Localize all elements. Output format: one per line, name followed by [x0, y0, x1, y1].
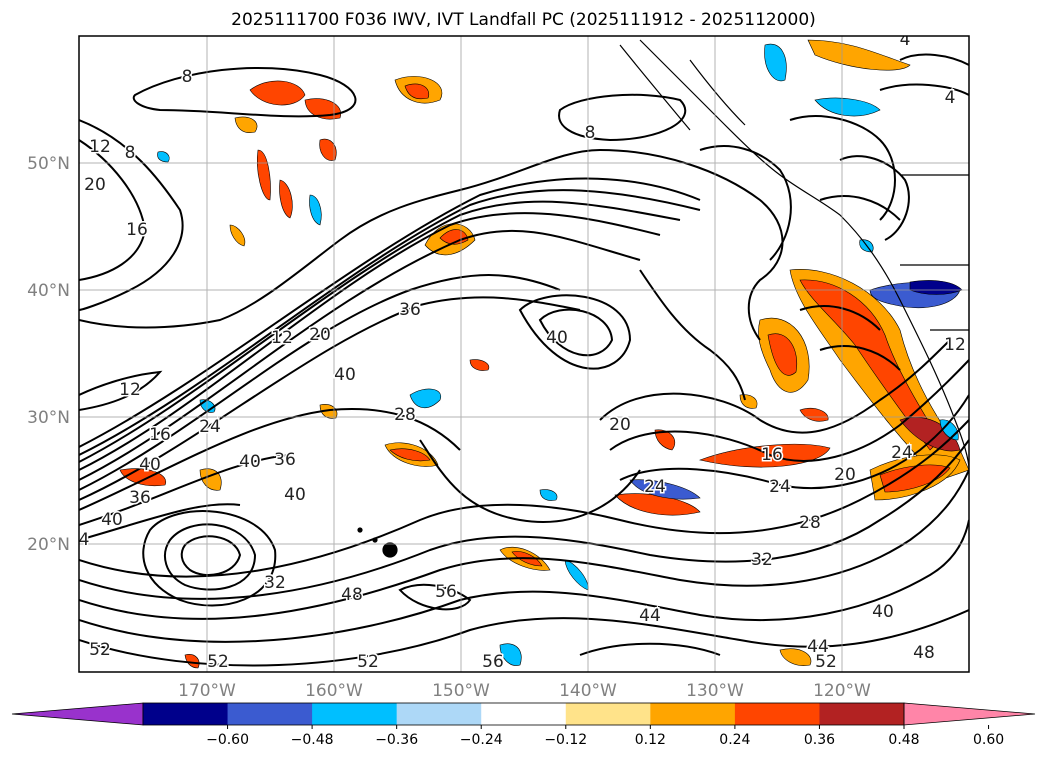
colorbar-tick-label: 0.12 [635, 732, 666, 748]
lon-label: 130°W [686, 681, 744, 701]
lon-label: 120°W [813, 681, 871, 701]
colorbar-extend-max [903, 702, 1036, 726]
lat-axis-labels: 50°N 40°N 30°N 20°N [27, 154, 70, 555]
colorbar-tick-label: −0.12 [544, 732, 587, 748]
contour-label: 8 [182, 67, 193, 87]
coastlines [357, 39, 969, 558]
colorbar-cell [143, 703, 229, 725]
colorbar-cell [819, 703, 905, 725]
contour-label: 40 [239, 452, 261, 472]
ivt-anomaly-fill-positive [119, 39, 969, 669]
contour-label: 40 [284, 485, 306, 505]
contour-label: 44 [639, 606, 661, 626]
contour-label: 12 [119, 380, 141, 400]
map-frame [78, 35, 970, 673]
lon-axis-labels: 170°W 160°W 150°W 140°W 130°W 120°W [178, 681, 871, 701]
contour-label: 16 [761, 445, 783, 465]
contour-label: 52 [89, 640, 111, 660]
contour-label: 24 [769, 477, 791, 497]
colorbar-cell [481, 703, 567, 725]
colorbar-tick-label: −0.60 [206, 732, 249, 748]
contour-label: 20 [834, 465, 856, 485]
colorbar-extend-min [11, 702, 144, 726]
colorbar-tick-label: 0.60 [973, 732, 1004, 748]
contour-label: 32 [751, 550, 773, 570]
colorbar-tick-label: 0.48 [888, 732, 919, 748]
contour-label: 28 [394, 405, 416, 425]
contour-label: 12 [89, 137, 111, 157]
contour-label: 20 [609, 415, 631, 435]
contour-label: 40 [872, 602, 894, 622]
map-title: 2025111700 F036 IWV, IVT Landfall PC (20… [231, 10, 816, 30]
contour-label: 40 [139, 455, 161, 475]
contour-label: 16 [149, 425, 171, 445]
contour-label: 48 [341, 585, 363, 605]
colorbar-cell [734, 703, 820, 725]
lon-label: 160°W [305, 681, 363, 701]
contour-label: 44 [807, 637, 829, 657]
colorbar-frame [142, 702, 905, 726]
colorbar-cell [396, 703, 482, 725]
contour-label: 52 [815, 652, 837, 672]
contour-label: 12 [944, 335, 966, 355]
contour-label: 36 [274, 450, 296, 470]
colorbar-cell [312, 703, 398, 725]
lon-label: 170°W [178, 681, 236, 701]
contour-label: 28 [799, 513, 821, 533]
contour-label: 52 [207, 652, 229, 672]
lon-label: 140°W [559, 681, 617, 701]
colorbar-tick-label: −0.36 [375, 732, 418, 748]
colorbar-cell [650, 703, 736, 725]
colorbar-tick-label: 0.36 [804, 732, 835, 748]
contour-label: 36 [399, 300, 421, 320]
graticule [79, 36, 969, 672]
contour-label: 24 [199, 417, 221, 437]
contour-label: 40 [101, 510, 123, 530]
contour-label: 24 [891, 443, 913, 463]
contour-label: 48 [913, 643, 935, 663]
contour-label: 32 [264, 573, 286, 593]
contour-label: 4 [945, 88, 956, 108]
colorbar-tick-label: −0.48 [291, 732, 334, 748]
contour-label: 8 [585, 123, 596, 143]
contour-label: 4 [900, 30, 911, 50]
contour-label: 20 [309, 325, 331, 345]
contour-label: 4 [79, 530, 90, 550]
colorbar-cell [227, 703, 313, 725]
contour-label: 40 [546, 328, 568, 348]
colorbar-tick-label: 0.24 [719, 732, 750, 748]
lat-label: 40°N [27, 281, 70, 301]
colorbar: −0.60 −0.48 −0.36 −0.24 −0.12 0.12 0.24 0.36 0.4… [11, 702, 1036, 748]
lat-label: 50°N [27, 154, 70, 174]
contour-label: 36 [129, 488, 151, 508]
contour-label: 24 [644, 477, 666, 497]
colorbar-cell [565, 703, 651, 725]
colorbar-tick-label: −0.24 [460, 732, 503, 748]
contour-label: 20 [84, 175, 106, 195]
contour-label: 40 [334, 365, 356, 385]
lat-label: 20°N [27, 535, 70, 555]
contour-label: 56 [435, 582, 457, 602]
lon-label: 150°W [432, 681, 490, 701]
contour-label: 56 [482, 652, 504, 672]
contour-label: 8 [125, 143, 136, 163]
contour-label: 12 [271, 328, 293, 348]
contour-label: 52 [357, 652, 379, 672]
lat-label: 30°N [27, 408, 70, 428]
contour-label: 16 [126, 220, 148, 240]
